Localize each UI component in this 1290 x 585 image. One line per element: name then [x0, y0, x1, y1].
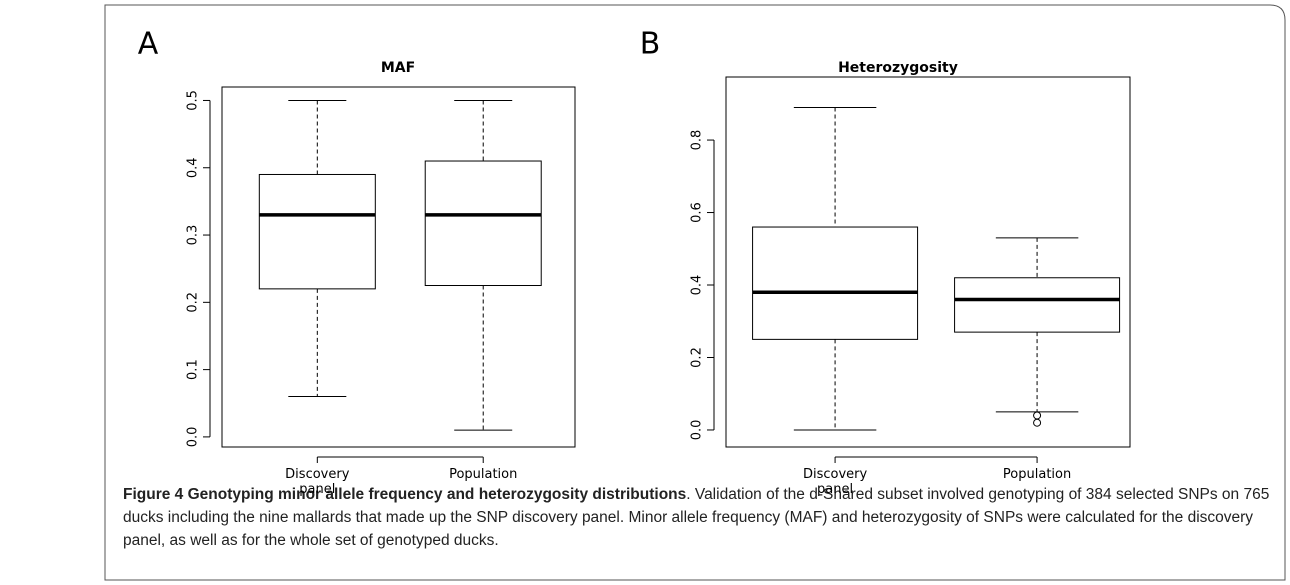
box [954, 277, 1121, 333]
caption: Figure 4 Genotyping minor allele frequen… [123, 483, 1278, 552]
y-tick-label: 0.0 [186, 427, 201, 448]
y-tick-label: 0.6 [690, 202, 705, 223]
panel-label: B [640, 27, 661, 62]
panel-title: MAF [381, 60, 415, 76]
panel-title: Heterozygosity [838, 60, 958, 76]
caption-text: . Validation of the d-Shared subset invo… [123, 486, 1270, 549]
x-tick-label: Population [1002, 467, 1072, 482]
y-tick-label: 0.2 [186, 292, 201, 313]
outlier [1033, 418, 1042, 427]
box [752, 226, 919, 340]
caption-title: Figure 4 Genotyping minor allele frequen… [123, 486, 687, 503]
plot-frame [221, 86, 576, 448]
outlier [1033, 411, 1042, 420]
panel-label: A [138, 27, 159, 62]
y-tick-label: 0.4 [186, 157, 201, 178]
y-tick-label: 0.0 [690, 420, 705, 441]
box [424, 160, 542, 287]
y-tick-label: 0.3 [186, 225, 201, 246]
y-tick-label: 0.4 [690, 275, 705, 296]
box [258, 173, 376, 290]
y-tick-label: 0.1 [186, 359, 201, 380]
x-tick-label: Population [449, 467, 518, 482]
x-tick-label: Discovery panel [285, 467, 350, 497]
figure-border [104, 4, 1286, 581]
plot-frame [725, 76, 1131, 448]
y-tick-label: 0.5 [186, 90, 201, 111]
y-tick-label: 0.2 [690, 347, 705, 368]
y-tick-label: 0.8 [690, 130, 705, 151]
x-tick-label: Discovery panel [802, 467, 868, 497]
